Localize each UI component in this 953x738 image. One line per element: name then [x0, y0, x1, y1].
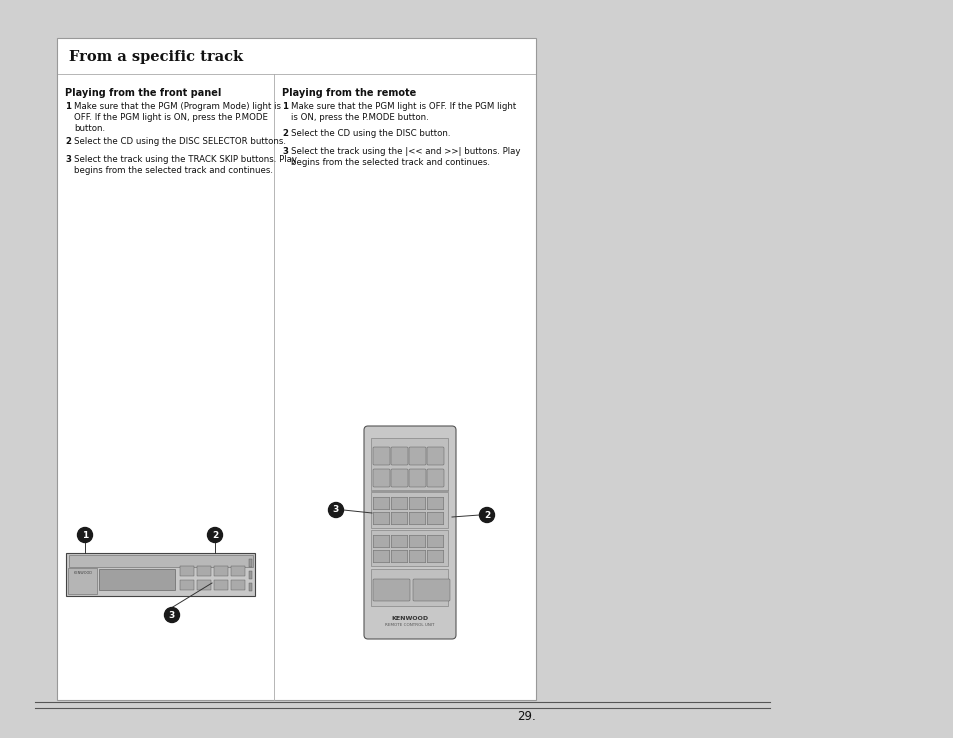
Text: 29.: 29.	[517, 710, 536, 723]
Text: Make sure that the PGM light is OFF. If the PGM light
is ON, press the P.MODE bu: Make sure that the PGM light is OFF. If …	[291, 102, 516, 122]
FancyBboxPatch shape	[373, 579, 410, 601]
Text: Playing from the remote: Playing from the remote	[282, 88, 416, 98]
Text: Playing from the front panel: Playing from the front panel	[65, 88, 221, 98]
FancyBboxPatch shape	[409, 535, 425, 548]
FancyBboxPatch shape	[213, 580, 228, 590]
Text: 3: 3	[282, 147, 288, 156]
FancyBboxPatch shape	[409, 551, 425, 563]
FancyBboxPatch shape	[373, 497, 390, 510]
FancyBboxPatch shape	[391, 512, 407, 525]
FancyBboxPatch shape	[409, 497, 425, 510]
FancyBboxPatch shape	[427, 447, 443, 465]
Text: 3: 3	[65, 155, 71, 164]
Text: REMOTE CONTROL UNIT: REMOTE CONTROL UNIT	[385, 623, 435, 627]
Text: From a specific track: From a specific track	[69, 50, 243, 64]
FancyBboxPatch shape	[413, 579, 450, 601]
FancyBboxPatch shape	[409, 447, 426, 465]
FancyBboxPatch shape	[409, 469, 426, 487]
Text: KENWOOD: KENWOOD	[73, 571, 92, 575]
FancyBboxPatch shape	[179, 566, 194, 576]
FancyBboxPatch shape	[371, 492, 448, 528]
Text: 1: 1	[282, 102, 288, 111]
Text: 2: 2	[212, 531, 218, 539]
Text: Select the CD using the DISC button.: Select the CD using the DISC button.	[291, 128, 450, 137]
FancyBboxPatch shape	[196, 580, 211, 590]
Circle shape	[208, 528, 222, 542]
FancyBboxPatch shape	[427, 535, 443, 548]
FancyBboxPatch shape	[409, 512, 425, 525]
FancyBboxPatch shape	[391, 535, 407, 548]
Text: Select the track using the |<< and >>| buttons. Play
begins from the selected tr: Select the track using the |<< and >>| b…	[291, 147, 520, 167]
FancyBboxPatch shape	[373, 512, 390, 525]
FancyBboxPatch shape	[391, 447, 408, 465]
FancyBboxPatch shape	[391, 497, 407, 510]
FancyBboxPatch shape	[196, 566, 211, 576]
Text: 2: 2	[65, 137, 71, 146]
FancyBboxPatch shape	[249, 571, 252, 579]
FancyBboxPatch shape	[179, 580, 194, 590]
FancyBboxPatch shape	[213, 566, 228, 576]
FancyBboxPatch shape	[427, 551, 443, 563]
Text: 2: 2	[282, 128, 288, 137]
FancyBboxPatch shape	[57, 38, 536, 700]
Text: 1: 1	[82, 531, 88, 539]
FancyBboxPatch shape	[231, 580, 245, 590]
Circle shape	[328, 503, 343, 517]
FancyBboxPatch shape	[371, 568, 448, 605]
FancyBboxPatch shape	[371, 529, 448, 565]
Text: Make sure that the PGM (Program Mode) light is
OFF. If the PGM light is ON, pres: Make sure that the PGM (Program Mode) li…	[74, 102, 281, 133]
Text: 1: 1	[65, 102, 71, 111]
Circle shape	[164, 607, 179, 622]
FancyBboxPatch shape	[373, 469, 390, 487]
FancyBboxPatch shape	[99, 568, 175, 590]
FancyBboxPatch shape	[427, 512, 443, 525]
FancyBboxPatch shape	[427, 469, 443, 487]
Text: Select the CD using the DISC SELECTOR buttons.: Select the CD using the DISC SELECTOR bu…	[74, 137, 286, 146]
Text: KENWOOD: KENWOOD	[391, 616, 428, 621]
FancyBboxPatch shape	[373, 447, 390, 465]
FancyBboxPatch shape	[371, 438, 448, 491]
Circle shape	[77, 528, 92, 542]
FancyBboxPatch shape	[427, 497, 443, 510]
FancyBboxPatch shape	[231, 566, 245, 576]
FancyBboxPatch shape	[249, 583, 252, 591]
FancyBboxPatch shape	[391, 469, 408, 487]
FancyBboxPatch shape	[249, 559, 252, 567]
FancyBboxPatch shape	[373, 551, 390, 563]
FancyBboxPatch shape	[364, 426, 456, 639]
Text: 3: 3	[169, 610, 175, 619]
Text: 2: 2	[483, 511, 490, 520]
Circle shape	[479, 508, 494, 523]
FancyBboxPatch shape	[67, 553, 255, 596]
FancyBboxPatch shape	[69, 568, 97, 593]
Text: Select the track using the TRACK SKIP buttons. Play
begins from the selected tra: Select the track using the TRACK SKIP bu…	[74, 155, 296, 175]
FancyBboxPatch shape	[69, 555, 253, 567]
FancyBboxPatch shape	[391, 551, 407, 563]
Text: 3: 3	[333, 506, 338, 514]
FancyBboxPatch shape	[373, 535, 390, 548]
